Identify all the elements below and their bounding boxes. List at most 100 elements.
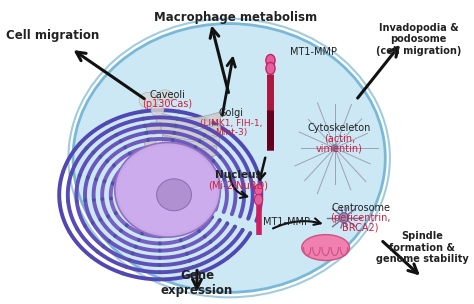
Text: (actin,: (actin, — [324, 133, 355, 143]
Ellipse shape — [211, 159, 215, 163]
Ellipse shape — [210, 215, 214, 219]
Ellipse shape — [102, 179, 106, 183]
Ellipse shape — [167, 152, 171, 156]
Text: Centrosome: Centrosome — [331, 203, 390, 213]
Text: BRCA2): BRCA2) — [342, 223, 379, 233]
Ellipse shape — [214, 179, 218, 183]
Ellipse shape — [99, 217, 102, 222]
Ellipse shape — [255, 194, 263, 205]
Ellipse shape — [189, 151, 192, 155]
Text: MT1-MMP: MT1-MMP — [290, 47, 337, 57]
Ellipse shape — [118, 146, 217, 234]
Ellipse shape — [177, 110, 181, 114]
Text: (pericentrin,: (pericentrin, — [330, 213, 391, 223]
Ellipse shape — [78, 173, 82, 178]
Ellipse shape — [119, 183, 123, 187]
Ellipse shape — [137, 238, 141, 242]
Ellipse shape — [128, 151, 132, 155]
Ellipse shape — [91, 150, 95, 154]
Ellipse shape — [218, 218, 221, 222]
Ellipse shape — [134, 245, 137, 249]
Ellipse shape — [125, 265, 128, 269]
Ellipse shape — [198, 139, 201, 143]
Ellipse shape — [198, 183, 201, 187]
Ellipse shape — [119, 139, 123, 143]
Text: (Mi-2/NuRD): (Mi-2/NuRD) — [209, 181, 268, 191]
Ellipse shape — [96, 250, 100, 254]
Ellipse shape — [226, 256, 229, 260]
Ellipse shape — [158, 270, 162, 274]
Text: Spindle
formation &
genome stability: Spindle formation & genome stability — [376, 231, 468, 264]
Ellipse shape — [158, 278, 162, 282]
Ellipse shape — [226, 221, 229, 225]
Ellipse shape — [111, 181, 115, 185]
Ellipse shape — [92, 198, 96, 202]
Ellipse shape — [126, 172, 129, 176]
Text: (p130Cas): (p130Cas) — [143, 99, 192, 109]
Ellipse shape — [222, 177, 226, 181]
Ellipse shape — [109, 196, 113, 200]
Ellipse shape — [110, 127, 113, 131]
Ellipse shape — [339, 213, 348, 223]
Ellipse shape — [101, 244, 105, 248]
Ellipse shape — [149, 152, 153, 156]
Ellipse shape — [73, 24, 385, 292]
Ellipse shape — [173, 225, 177, 229]
Ellipse shape — [158, 263, 162, 267]
Ellipse shape — [225, 150, 229, 154]
Ellipse shape — [61, 169, 65, 173]
Ellipse shape — [144, 225, 147, 229]
Ellipse shape — [141, 117, 145, 121]
Ellipse shape — [148, 145, 151, 149]
Ellipse shape — [255, 169, 259, 173]
Ellipse shape — [166, 159, 170, 163]
Ellipse shape — [146, 138, 150, 142]
Ellipse shape — [151, 159, 155, 163]
Ellipse shape — [146, 122, 161, 134]
Ellipse shape — [94, 177, 98, 181]
Ellipse shape — [174, 124, 177, 128]
Ellipse shape — [86, 175, 90, 179]
Ellipse shape — [115, 143, 220, 237]
Ellipse shape — [193, 145, 197, 149]
Ellipse shape — [58, 200, 62, 204]
Ellipse shape — [220, 250, 224, 254]
Ellipse shape — [105, 121, 109, 125]
Ellipse shape — [219, 155, 222, 159]
Ellipse shape — [99, 155, 102, 159]
Ellipse shape — [90, 255, 94, 259]
Ellipse shape — [100, 197, 104, 201]
Ellipse shape — [85, 146, 89, 150]
Ellipse shape — [128, 258, 131, 262]
Ellipse shape — [157, 90, 172, 103]
Ellipse shape — [179, 238, 182, 242]
Text: vimentin): vimentin) — [316, 143, 363, 153]
Ellipse shape — [158, 234, 162, 238]
Ellipse shape — [206, 181, 210, 185]
Ellipse shape — [232, 146, 236, 150]
Text: MT1-MMP: MT1-MMP — [263, 217, 310, 227]
Ellipse shape — [158, 249, 162, 253]
Text: Mint-3): Mint-3) — [215, 128, 247, 136]
Ellipse shape — [211, 121, 215, 125]
Ellipse shape — [186, 218, 190, 222]
Ellipse shape — [119, 168, 123, 172]
Ellipse shape — [131, 251, 135, 255]
Text: Invadopodia &
podosome
(cell migration): Invadopodia & podosome (cell migration) — [376, 22, 461, 56]
Ellipse shape — [182, 245, 186, 249]
Ellipse shape — [233, 225, 237, 229]
Ellipse shape — [75, 227, 79, 231]
Ellipse shape — [143, 124, 147, 128]
Ellipse shape — [175, 117, 179, 121]
Ellipse shape — [106, 214, 110, 218]
Ellipse shape — [266, 54, 275, 66]
Ellipse shape — [255, 184, 263, 195]
Text: Macrophage metabolism: Macrophage metabolism — [154, 11, 317, 24]
Ellipse shape — [125, 223, 128, 227]
Ellipse shape — [202, 212, 206, 216]
Ellipse shape — [78, 142, 82, 146]
Ellipse shape — [91, 221, 94, 225]
Ellipse shape — [156, 179, 191, 211]
Ellipse shape — [139, 92, 157, 108]
Ellipse shape — [209, 240, 212, 244]
